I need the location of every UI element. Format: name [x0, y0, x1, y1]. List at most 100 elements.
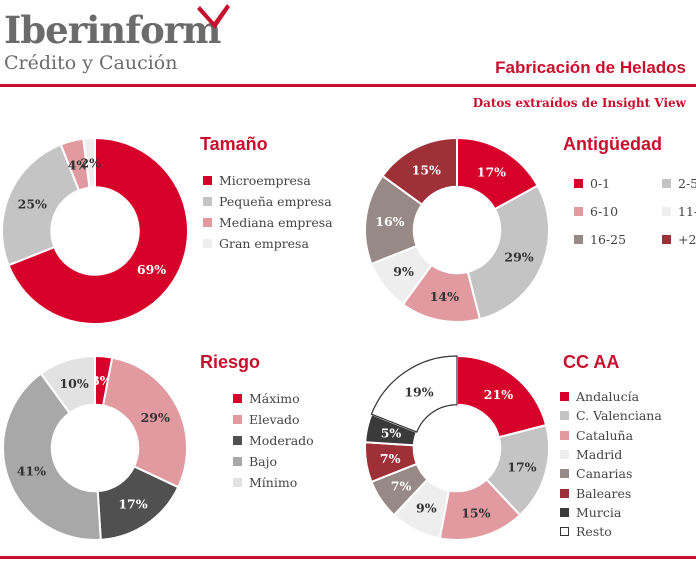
chart-title-ccaa: CC AA [563, 352, 620, 372]
legend-item-25: +25 [662, 225, 696, 253]
slice-label-25: 15% [412, 162, 441, 177]
legend-ccaa: Andalucía C. Valenciana Cataluña Madrid Cana… [560, 387, 662, 541]
slice-2-5 [466, 184, 550, 321]
slice-label-c-valenciana: 17% [507, 459, 536, 474]
legend-label: Murcia [576, 504, 622, 520]
slice-label-resto: 19% [404, 385, 433, 400]
legend-item-11-15: 11-15 [662, 197, 696, 225]
legend-swatch [560, 507, 569, 517]
slice-label-mediana-empresa: 4% [68, 157, 89, 172]
legend-label: Elevado [249, 412, 300, 427]
legend-label: 11-15 [678, 203, 696, 219]
slice-label-baleares: 7% [380, 451, 401, 466]
slice-label-bajo: 41% [17, 463, 46, 478]
legend-item-andalucia: Andalucía [560, 387, 662, 406]
legend-item-bajo: Bajo [233, 451, 314, 472]
slice-label-andalucia: 21% [484, 387, 513, 402]
legend-item-cataluna: Cataluña [560, 426, 662, 445]
legend-item-2-5: 2-5 [662, 169, 696, 197]
legend-item-murcia: Murcia [560, 503, 662, 522]
slice-label-0-1: 17% [477, 164, 506, 179]
slice-bajo [2, 372, 102, 541]
legend-item-16-25: 16-25 [574, 225, 662, 253]
footer-rule [0, 556, 696, 559]
slice-label-11-15: 9% [393, 264, 414, 279]
legend-item-canarias: Canarias [560, 464, 662, 483]
legend-item-resto: Resto [560, 522, 662, 541]
legend-label: Baleares [576, 485, 632, 501]
slice-gran-empresa [82, 136, 96, 189]
legend-swatch [560, 430, 569, 440]
slice-label-16-25: 16% [375, 214, 404, 229]
slice-label-microempresa: 69% [137, 262, 166, 277]
legend-swatch [574, 206, 583, 216]
legend-swatch [233, 415, 242, 424]
legend-label: Máximo [249, 391, 300, 406]
legend-swatch [662, 234, 671, 244]
legend-label: Pequeña empresa [219, 194, 332, 209]
slice-label-elevado: 29% [141, 410, 170, 425]
legend-swatch [662, 206, 671, 216]
slice-label-gran-empresa: 2% [80, 155, 101, 170]
legend-label: Madrid [576, 447, 623, 463]
legend-item-pequena-empresa: Pequeña empresa [203, 191, 333, 212]
legend-label: Canarias [576, 466, 633, 482]
slice-elevado [101, 356, 188, 489]
legend-item-gran-empresa: Gran empresa [203, 233, 333, 254]
slice-label-canarias: 7% [391, 479, 412, 494]
legend-swatch [574, 178, 583, 188]
legend-label: Mínimo [249, 475, 298, 490]
slice-25 [381, 136, 458, 206]
legend-label: Bajo [249, 454, 278, 469]
report-title: Fabricación de Helados [495, 58, 686, 77]
legend-swatch [560, 450, 569, 460]
legend-swatch [233, 394, 242, 403]
legend-swatch [560, 411, 569, 421]
legend-label: 16-25 [590, 231, 627, 247]
legend-item-mediana-empresa: Mediana empresa [203, 212, 333, 233]
legend-swatch [233, 436, 242, 445]
legend-item-baleares: Baleares [560, 483, 662, 502]
chart-title-tamano: Tamaño [200, 134, 268, 154]
donut-chart-tamano: 69% 25% 4%2% [1, 136, 189, 325]
legend-label: Cataluña [576, 427, 634, 443]
legend-label: 0-1 [590, 175, 611, 191]
legend-item-6-10: 6-10 [574, 197, 662, 225]
slice-label-moderado: 17% [118, 496, 147, 511]
slice-pequena-empresa [1, 143, 81, 267]
donut-chart-antiguedad: 17% 29% 14% 9% 16% 15% [364, 136, 550, 323]
legend-label: Resto [576, 524, 612, 540]
legend-swatch [203, 176, 212, 185]
legend-swatch [574, 234, 583, 244]
legend-swatch [203, 239, 212, 248]
legend-swatch [560, 469, 569, 479]
legend-item-maximo: Máximo [233, 388, 314, 409]
slice-microempresa [7, 136, 189, 325]
legend-swatch [233, 478, 242, 487]
slice-label-6-10: 14% [430, 289, 459, 304]
legend-swatch [233, 457, 242, 466]
legend-label: 2-5 [678, 175, 696, 191]
chart-title-riesgo: Riesgo [200, 352, 261, 372]
legend-swatch [203, 197, 212, 206]
slice-label-pequena-empresa: 25% [18, 196, 47, 211]
legend-label: Gran empresa [219, 236, 309, 251]
legend-item-elevado: Elevado [233, 409, 314, 430]
legend-label: C. Valenciana [576, 408, 662, 424]
legend-item-moderado: Moderado [233, 430, 314, 451]
legend-label: +25 [678, 231, 696, 247]
legend-item-minimo: Mínimo [233, 472, 314, 493]
slice-label-murcia: 5% [381, 426, 402, 441]
slice-label-minimo: 10% [59, 376, 88, 391]
legend-riesgo: Máximo Elevado Moderado Bajo Mínimo [233, 388, 314, 493]
legend-swatch [560, 392, 569, 402]
legend-antiguedad: 0-1 2-5 6-10 11-15 16-25 +25 [574, 169, 696, 253]
legend-swatch [662, 178, 671, 188]
slice-resto [370, 355, 458, 433]
slice-label-madrid: 9% [416, 501, 437, 516]
logo-name: Iberinform [4, 8, 221, 52]
donut-chart-riesgo: 3%29%17%41%10% [2, 354, 188, 541]
header-rule [0, 84, 696, 87]
legend-label: Microempresa [219, 173, 311, 188]
logo-tagline: Crédito y Caución [4, 52, 178, 74]
